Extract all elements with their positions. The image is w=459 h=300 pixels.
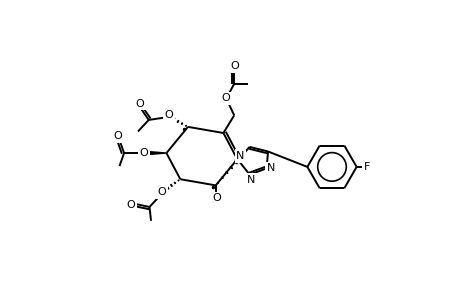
Text: O: O xyxy=(126,200,135,210)
Text: O: O xyxy=(157,187,166,197)
Text: O: O xyxy=(164,110,173,120)
Text: N: N xyxy=(266,164,275,173)
Text: O: O xyxy=(140,148,148,158)
Polygon shape xyxy=(143,151,166,155)
Text: O: O xyxy=(212,194,220,203)
Text: O: O xyxy=(135,99,144,109)
Text: O: O xyxy=(230,61,239,71)
Text: N: N xyxy=(235,151,244,161)
Text: O: O xyxy=(221,93,230,103)
Text: F: F xyxy=(363,162,369,172)
Text: N: N xyxy=(246,175,255,185)
Text: O: O xyxy=(113,131,122,141)
